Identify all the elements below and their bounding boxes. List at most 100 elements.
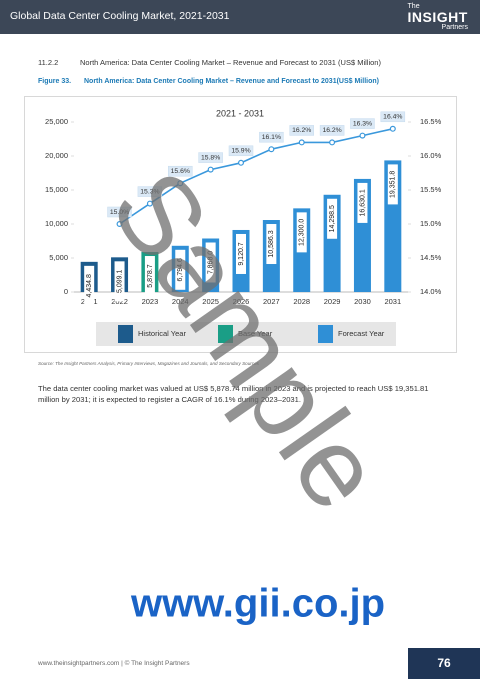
source-note: Source: The Insight Partners Analysis, P… (38, 361, 259, 366)
section-number: 11.2.2 (38, 58, 59, 67)
legend-label: Forecast Year (338, 329, 385, 338)
line-marker (146, 200, 153, 207)
figure-title: North America: Data Center Cooling Marke… (84, 78, 379, 85)
line-marker (329, 139, 336, 146)
line-label: 16.4% (383, 114, 402, 121)
line (119, 128, 393, 225)
x-tick-label: 2024 (172, 297, 189, 306)
line-marker (268, 146, 275, 153)
line-marker (177, 180, 184, 187)
y-tick-label: 20,000 (45, 151, 68, 160)
logo: The INSIGHT Partners (408, 3, 468, 31)
line-label: 15.3% (140, 188, 159, 195)
y2-tick-label: 15.0% (420, 219, 442, 228)
bar-label: 10,586.3 (268, 230, 275, 257)
legend-swatch (218, 325, 233, 343)
x-tick-label: 2027 (263, 297, 280, 306)
bar-label-bg (327, 198, 338, 239)
x-tick-label: 2023 (142, 297, 159, 306)
line-label-bg (198, 152, 223, 163)
bar-label-group: 5,099.1 (114, 261, 125, 302)
line-marker (238, 159, 245, 166)
line-label-bg (380, 111, 406, 123)
x-tick-label: 2022 (111, 297, 128, 306)
x-tick-label: 2031 (384, 297, 401, 306)
y-tick-label: 10,000 (45, 219, 68, 228)
bar-label: 12,300.0 (299, 219, 306, 246)
paragraph: The data center cooling market was value… (38, 384, 429, 404)
bar-label-bg (144, 256, 155, 297)
line-label-bg (168, 165, 193, 177)
y2-tick-label: 14.5% (420, 253, 442, 262)
logo-text: The (407, 3, 420, 10)
line-label: 15.8% (201, 154, 220, 161)
figure-number: Figure 33. (38, 78, 72, 85)
bar-label-group: 19,351.8 (387, 164, 398, 205)
y2-tick-label: 14.0% (420, 287, 442, 296)
legend-label: Historical Year (138, 329, 186, 338)
bar-label: 9,120.7 (238, 242, 245, 265)
line-label: 16.3% (353, 120, 372, 127)
bar-label-bg (114, 261, 125, 302)
line-label-bg (319, 125, 345, 136)
x-tick-label: 2029 (324, 297, 341, 306)
bar-label: 16,630.1 (359, 189, 366, 216)
bar-label-group: 10,586.3 (266, 224, 277, 265)
line-marker (207, 166, 214, 173)
line-label-bg (350, 118, 375, 129)
line-label-bg (137, 186, 163, 197)
bar-label: 14,298.5 (329, 205, 336, 232)
bar-label: 19,351.8 (390, 171, 397, 198)
bar-label: 5,099.1 (116, 270, 123, 293)
logo-text: Partners (441, 24, 468, 31)
bar-label-group: 14,298.5 (327, 198, 338, 239)
bar-label-bg (266, 224, 277, 265)
bar-label-group: 16,630.1 (357, 182, 368, 223)
line-label: 16.2% (292, 127, 311, 134)
bar-label-bg (205, 242, 216, 283)
x-tick-label: 2028 (293, 297, 310, 306)
line-marker (116, 220, 123, 227)
y-tick-label: 25,000 (45, 117, 68, 126)
header-title: Global Data Center Cooling Market, 2021-… (10, 10, 230, 22)
y-tick-label: 15,000 (45, 185, 68, 194)
logo-text: INSIGHT (407, 9, 468, 25)
y2-tick-label: 16.5% (420, 117, 442, 126)
y-tick-label: 5,000 (49, 253, 68, 262)
bar-label-bg (236, 233, 246, 274)
chart-title: 2021 - 2031 (216, 108, 264, 118)
line-label-bg (228, 145, 254, 157)
bar-label-group: 6,794.6 (175, 249, 186, 290)
x-tick-label: 2025 (202, 297, 219, 306)
line-label-bg (289, 125, 314, 136)
legend-label: Base Year (238, 329, 273, 338)
bar-label-bg (175, 249, 186, 290)
line-marker (359, 132, 366, 139)
line-label: 15.0% (110, 209, 129, 216)
line-marker (298, 139, 305, 146)
x-tick-label: 2026 (233, 297, 250, 306)
bar-label-group: 9,120.7 (236, 233, 246, 274)
legend-swatch (318, 325, 333, 343)
chart: 2021 - 2031 0 5,000 10,000 15,000 20,000 25,0… (24, 96, 457, 353)
line-label: 15.9% (231, 148, 250, 155)
y2-tick-label: 16.0% (420, 151, 442, 160)
bar-label: 4,434.8 (86, 274, 93, 297)
bar-label-group: 4,434.8 (84, 265, 95, 306)
bar-label-bg (357, 182, 368, 223)
y2-tick-label: 15.5% (420, 185, 442, 194)
x-tick-label: 2030 (354, 297, 371, 306)
bar-label: 7,868.0 (207, 251, 214, 274)
line-marker (389, 125, 396, 132)
line-label-bg (259, 131, 284, 143)
bar-label-bg (296, 212, 307, 253)
line-label: 15.6% (171, 168, 190, 175)
header-bar (0, 0, 480, 34)
bar-label-group: 7,868.0 (205, 242, 216, 283)
legend-box (96, 322, 396, 346)
line-label: 16.2% (322, 127, 341, 134)
bar-label-group: 5,878.7 (144, 256, 155, 297)
chart-border (24, 96, 457, 353)
section-title: North America: Data Center Cooling Marke… (80, 58, 381, 67)
